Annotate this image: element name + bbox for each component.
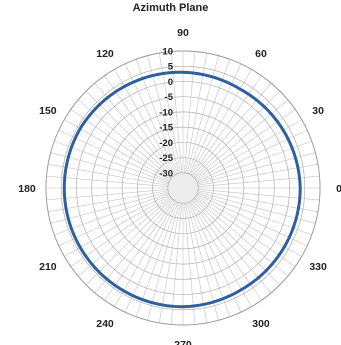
angle-tick-label: 330 bbox=[309, 261, 327, 273]
ring-gridline bbox=[91, 96, 275, 280]
ring-gridline bbox=[152, 157, 214, 219]
angle-tick-label: 0 bbox=[336, 183, 341, 195]
radial-tick-label: 10 bbox=[162, 47, 173, 58]
angle-tick-label: 120 bbox=[96, 48, 114, 60]
radial-tick-label: -25 bbox=[159, 153, 173, 164]
angle-tick-label: 180 bbox=[18, 183, 36, 195]
angle-tick-label: 270 bbox=[174, 339, 192, 345]
radial-tick-label: -5 bbox=[165, 92, 174, 103]
angle-tick-label: 210 bbox=[39, 261, 57, 273]
ring-gridline bbox=[121, 126, 245, 250]
series-line bbox=[62, 70, 302, 309]
radial-tick-label: -10 bbox=[159, 107, 173, 118]
ring-gridline bbox=[60, 65, 306, 311]
radial-tick-label: 0 bbox=[168, 77, 173, 88]
ring-gridline bbox=[167, 172, 199, 204]
radial-tick-label: -15 bbox=[159, 123, 173, 134]
angle-tick-label: 300 bbox=[252, 318, 270, 330]
angle-tick-label: 60 bbox=[255, 48, 267, 60]
chart-title: Azimuth Plane bbox=[132, 2, 209, 14]
ring-gridline bbox=[136, 141, 230, 235]
ring-gridline bbox=[76, 81, 290, 295]
center-shading bbox=[168, 173, 198, 203]
radial-tick-label: 5 bbox=[168, 62, 174, 73]
radial-tick-label: -30 bbox=[159, 168, 173, 179]
angle-tick-label: 90 bbox=[177, 27, 189, 39]
radial-tick-label: -20 bbox=[159, 138, 173, 149]
angle-tick-label: 30 bbox=[312, 105, 324, 117]
ring-gridline bbox=[106, 111, 260, 265]
angle-tick-label: 240 bbox=[96, 318, 114, 330]
angle-tick-label: 150 bbox=[39, 105, 57, 117]
outer-ring bbox=[45, 50, 321, 326]
